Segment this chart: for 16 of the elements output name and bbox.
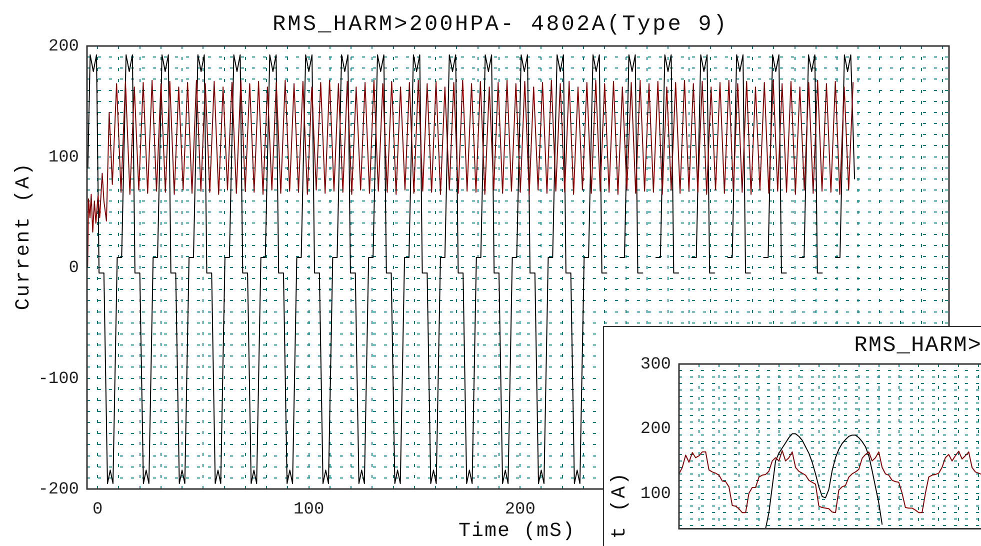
x-tick-label: 200	[504, 500, 536, 520]
y-tick-label: 100	[48, 148, 79, 168]
y-axis-title: Current (A)	[12, 162, 36, 310]
y-tick-label: 200	[640, 420, 671, 440]
y-tick-label: 100	[640, 484, 671, 504]
y-tick-label: 200	[48, 38, 79, 56]
x-tick-label: 0	[92, 500, 103, 520]
y-tick-label: -200	[38, 480, 79, 500]
y-tick-label: 0	[68, 259, 79, 278]
y-tick-label: 300	[640, 356, 671, 374]
y-axis-title: t (A)	[608, 471, 632, 539]
y-tick-label: -100	[38, 370, 79, 389]
x-tick-label: 100	[294, 500, 324, 520]
chart-title: RMS_HARM>	[854, 333, 981, 358]
chart-title: RMS_HARM>200HPA- 4802A(Type 9)	[271, 12, 730, 37]
x-axis-title: Time (mS)	[458, 520, 576, 543]
